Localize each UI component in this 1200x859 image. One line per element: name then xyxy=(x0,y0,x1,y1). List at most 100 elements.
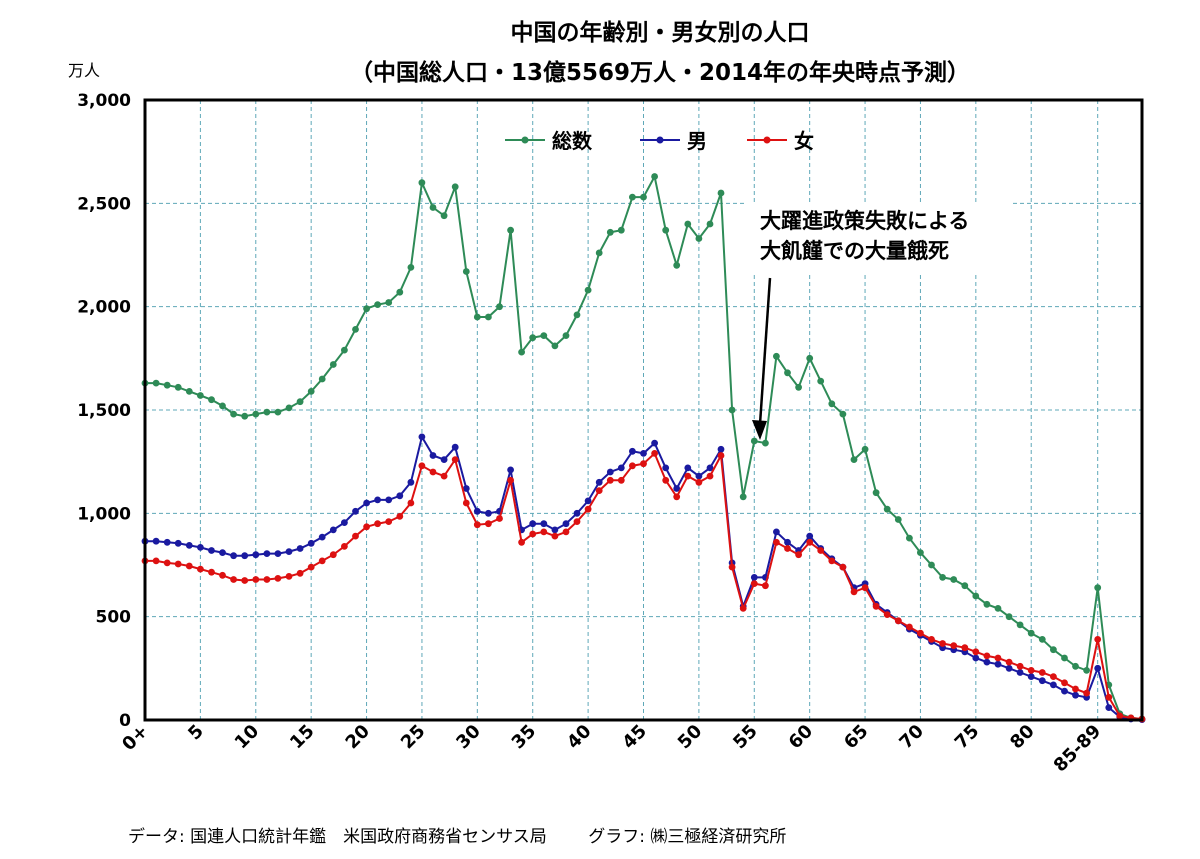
graph-credit-text: グラフ: ㈱三極経済研究所 xyxy=(588,827,787,847)
data-point xyxy=(629,447,636,455)
data-source-text: データ: 国連人口統計年鑑 米国政府商務省センサス局 xyxy=(128,827,547,847)
data-point xyxy=(374,301,381,308)
data-point xyxy=(385,496,393,504)
data-point xyxy=(285,404,293,412)
y-axis-unit: 万人 xyxy=(68,61,100,80)
x-tick-label: 80 xyxy=(1006,721,1039,754)
data-point xyxy=(640,450,647,457)
data-point xyxy=(1116,712,1124,720)
data-point xyxy=(485,313,492,321)
data-point xyxy=(407,264,415,271)
data-point xyxy=(163,538,171,546)
data-point xyxy=(795,551,802,559)
data-point xyxy=(684,220,692,228)
data-point xyxy=(1061,679,1068,687)
data-point xyxy=(839,410,847,418)
data-point xyxy=(695,478,703,486)
data-point xyxy=(806,354,814,362)
data-point xyxy=(573,509,581,517)
data-point xyxy=(939,640,946,647)
data-point xyxy=(595,478,603,486)
data-point xyxy=(950,642,958,649)
data-point xyxy=(773,528,780,536)
data-point xyxy=(529,334,537,342)
x-tick-label: 35 xyxy=(508,721,541,754)
data-point xyxy=(817,377,825,385)
data-point xyxy=(429,452,437,459)
y-tick-label: 1,500 xyxy=(77,401,131,421)
x-tick-label: 45 xyxy=(618,721,651,754)
data-point xyxy=(839,563,847,571)
data-point xyxy=(462,485,470,492)
data-point xyxy=(496,303,503,311)
data-point xyxy=(950,576,958,583)
data-point xyxy=(540,528,548,536)
data-point xyxy=(363,499,370,507)
data-point xyxy=(296,569,304,577)
x-tick-label: 40 xyxy=(563,721,596,754)
data-point xyxy=(263,550,271,557)
data-point xyxy=(163,559,171,567)
data-point xyxy=(219,549,226,556)
data-point xyxy=(629,193,636,201)
data-point xyxy=(185,388,193,395)
data-point xyxy=(507,226,514,234)
data-point xyxy=(728,406,736,414)
data-point xyxy=(1038,669,1046,676)
data-point xyxy=(1072,662,1079,670)
y-tick-label: 0 xyxy=(119,711,131,731)
data-point xyxy=(208,396,215,404)
plot-border xyxy=(143,98,1144,722)
data-point xyxy=(961,644,969,652)
data-point xyxy=(994,660,1002,668)
data-point xyxy=(762,439,769,447)
data-point xyxy=(152,379,160,387)
data-point xyxy=(473,507,481,515)
svg-text:女: 女 xyxy=(794,129,814,153)
data-point xyxy=(374,520,381,528)
data-point xyxy=(518,348,525,356)
data-point xyxy=(584,286,592,294)
grid-lines xyxy=(145,100,1142,720)
data-point xyxy=(850,588,858,596)
data-point xyxy=(230,552,238,560)
data-point xyxy=(695,235,703,242)
data-point xyxy=(551,532,559,540)
data-point xyxy=(706,472,714,480)
data-point xyxy=(418,179,426,187)
data-point xyxy=(185,562,193,570)
data-point xyxy=(640,193,647,201)
data-point xyxy=(606,228,614,236)
data-point xyxy=(640,460,647,468)
data-point xyxy=(540,332,548,339)
data-point xyxy=(684,472,692,480)
data-point xyxy=(994,654,1002,662)
data-point xyxy=(595,249,603,257)
data-point xyxy=(828,400,836,408)
data-point xyxy=(795,383,802,391)
data-point xyxy=(906,623,913,631)
data-point xyxy=(750,580,758,587)
data-point xyxy=(352,532,359,540)
data-point xyxy=(961,582,969,590)
data-point xyxy=(1072,691,1079,699)
data-point xyxy=(706,220,714,228)
data-point xyxy=(1105,693,1113,701)
data-point xyxy=(485,520,492,528)
data-point xyxy=(1027,673,1035,680)
data-point xyxy=(507,476,514,484)
data-point xyxy=(363,305,370,313)
data-point xyxy=(617,226,625,234)
data-point xyxy=(739,605,747,612)
data-point xyxy=(861,584,869,592)
data-point xyxy=(983,652,991,660)
data-point xyxy=(462,268,470,275)
data-point xyxy=(917,549,924,556)
data-point xyxy=(329,526,337,534)
data-point xyxy=(274,408,282,416)
data-point xyxy=(318,557,326,565)
data-point xyxy=(773,352,780,360)
data-point xyxy=(1016,621,1024,629)
data-point xyxy=(1050,646,1057,654)
data-point xyxy=(983,600,991,608)
